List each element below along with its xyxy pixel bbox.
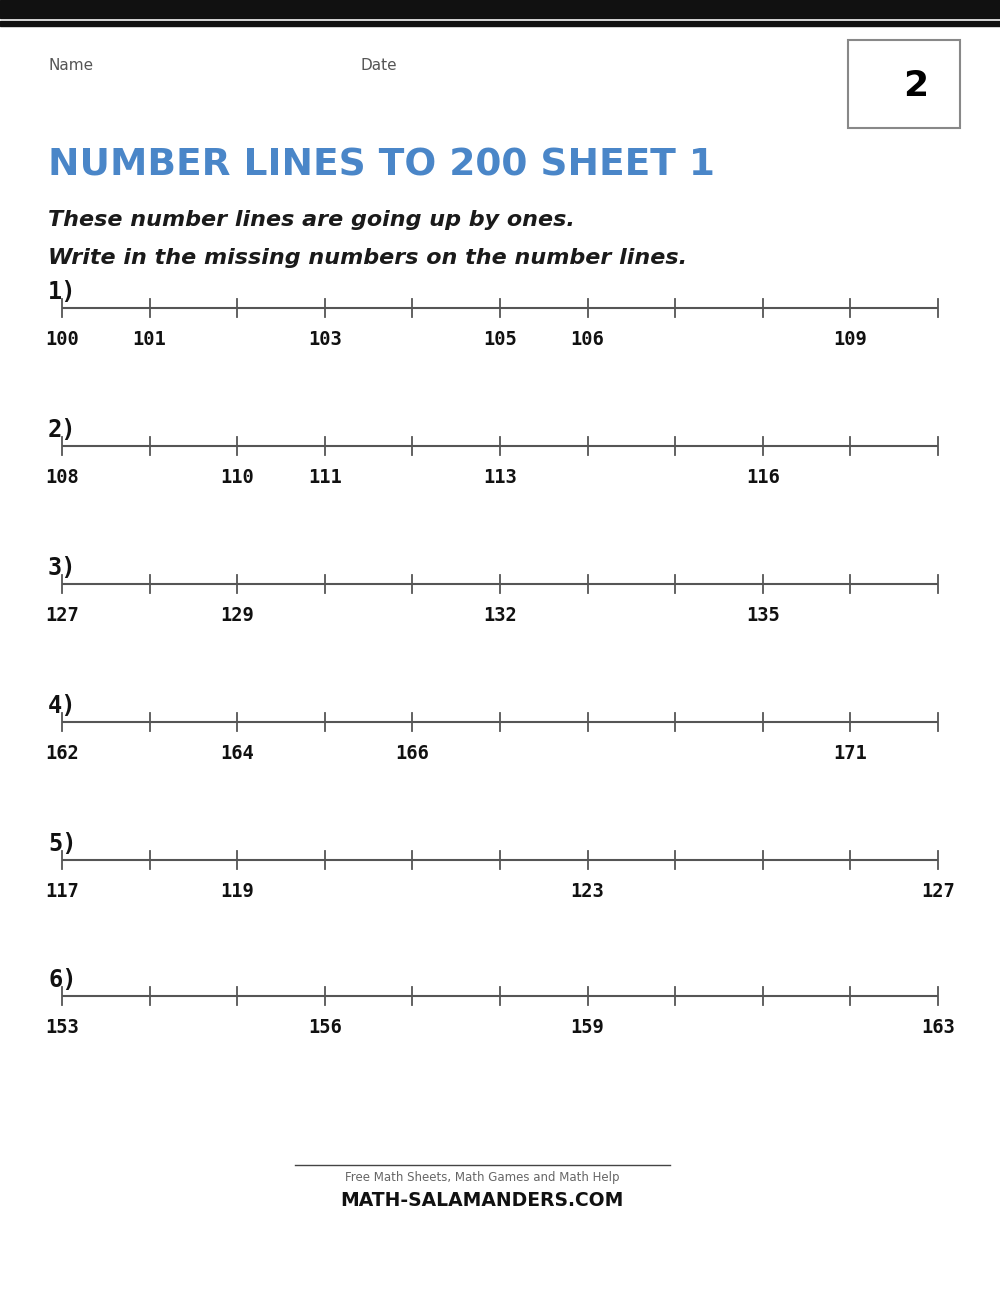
- Text: NUMBER LINES TO 200 SHEET 1: NUMBER LINES TO 200 SHEET 1: [48, 148, 715, 184]
- Text: Write in the missing numbers on the number lines.: Write in the missing numbers on the numb…: [48, 248, 687, 268]
- Text: 101: 101: [133, 330, 166, 349]
- Text: 105: 105: [483, 330, 517, 349]
- Text: 162: 162: [45, 744, 79, 763]
- Text: 109: 109: [834, 330, 867, 349]
- Bar: [0, 21, 1000, 26]
- Text: 119: 119: [220, 883, 254, 901]
- Text: 111: 111: [308, 468, 342, 487]
- Text: 5): 5): [48, 832, 76, 857]
- Text: 159: 159: [571, 1018, 604, 1036]
- Text: 117: 117: [45, 883, 79, 901]
- Text: 132: 132: [483, 606, 517, 625]
- Text: Date: Date: [360, 58, 397, 72]
- Text: 4): 4): [48, 694, 76, 718]
- Text: 110: 110: [220, 468, 254, 487]
- Text: 156: 156: [308, 1018, 342, 1036]
- Text: 166: 166: [396, 744, 429, 763]
- Text: MATH-SALAMANDERS.COM: MATH-SALAMANDERS.COM: [340, 1190, 624, 1210]
- Bar: [0, 0, 1000, 18]
- Text: 123: 123: [571, 883, 604, 901]
- Bar: [848, 40, 960, 128]
- Text: 103: 103: [308, 330, 342, 349]
- Text: 2): 2): [48, 418, 76, 443]
- Text: 3): 3): [48, 556, 76, 580]
- Text: 153: 153: [45, 1018, 79, 1036]
- Text: 135: 135: [746, 606, 780, 625]
- Text: 2: 2: [903, 69, 929, 104]
- Text: 1): 1): [48, 280, 76, 304]
- Text: Free Math Sheets, Math Games and Math Help: Free Math Sheets, Math Games and Math He…: [345, 1171, 619, 1184]
- Text: Name: Name: [48, 58, 93, 72]
- Text: 113: 113: [483, 468, 517, 487]
- Text: 100: 100: [45, 330, 79, 349]
- Text: 116: 116: [746, 468, 780, 487]
- Text: 127: 127: [45, 606, 79, 625]
- Text: 129: 129: [220, 606, 254, 625]
- Text: These number lines are going up by ones.: These number lines are going up by ones.: [48, 210, 575, 230]
- Text: 108: 108: [45, 468, 79, 487]
- Text: 164: 164: [220, 744, 254, 763]
- Text: 106: 106: [571, 330, 604, 349]
- Text: 163: 163: [921, 1018, 955, 1036]
- Text: 6): 6): [48, 968, 76, 992]
- Text: 171: 171: [834, 744, 867, 763]
- Text: 127: 127: [921, 883, 955, 901]
